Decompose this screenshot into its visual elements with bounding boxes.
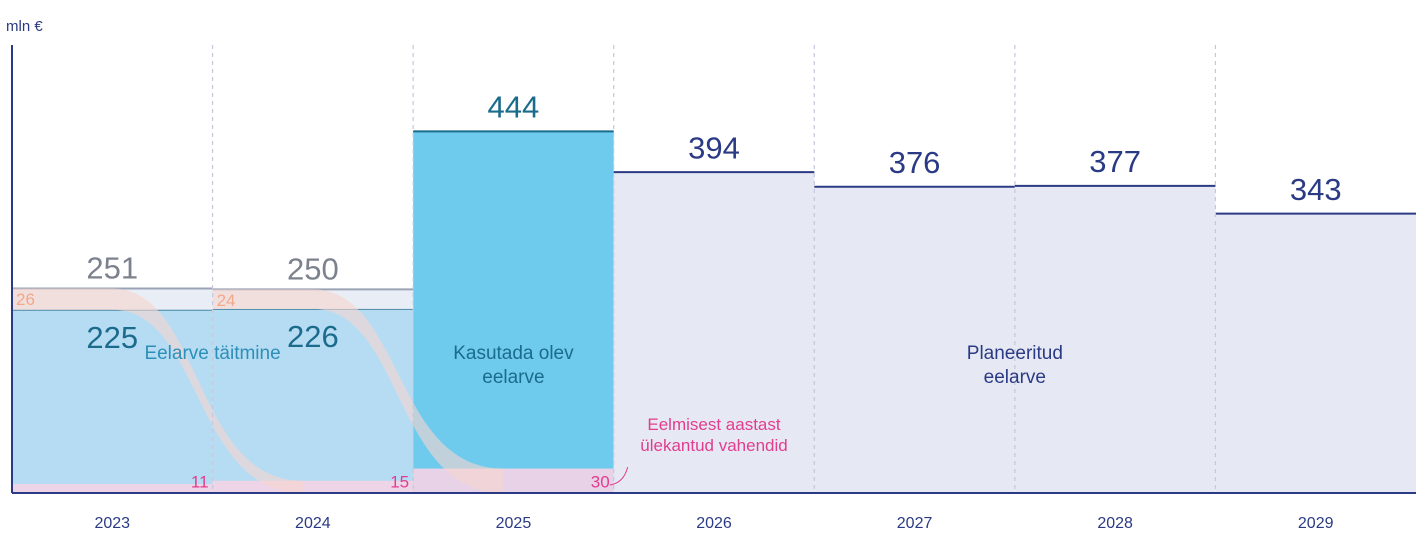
x-tick-label: 2028 [1097,515,1133,532]
annotation: Eelmisest aastast ülekantud vahendid [640,415,788,455]
value-label: 376 [889,145,941,180]
carried-over [12,484,213,493]
series-name: Kasutada olev eelarve [453,343,574,388]
bar [814,186,1015,494]
carried-over [212,480,414,493]
x-tick-label: 2026 [696,515,732,532]
carried-over-label: 15 [390,472,409,491]
flow [212,289,504,493]
carried-over-label: 30 [591,472,610,491]
x-tick-label: 2025 [496,515,532,532]
bar [1215,213,1416,494]
carried-over [413,468,614,493]
leader [609,466,629,486]
series-name: Planeeritud eelarve [966,343,1063,388]
value-label: 377 [1089,144,1141,179]
carried-over-label: 11 [191,472,209,491]
total-label: 251 [86,251,138,286]
value-label: 444 [488,90,540,125]
flow [12,288,303,493]
x-tick-label: 2029 [1298,515,1334,532]
bar [613,172,815,493]
x-tick-label: 2027 [897,515,933,532]
value-label: 394 [688,130,740,165]
bar [413,131,614,494]
bar [1014,185,1216,493]
x-tick-label: 2023 [94,515,130,532]
series-name: Eelarve täitmine [144,343,281,364]
value-label: 226 [287,319,339,354]
value-label: 343 [1290,172,1342,207]
value-label: 225 [86,320,138,355]
x-tick-label: 2024 [295,515,331,532]
unit-label: mln € [6,18,43,35]
total-label: 250 [287,252,339,287]
bar [12,309,213,493]
